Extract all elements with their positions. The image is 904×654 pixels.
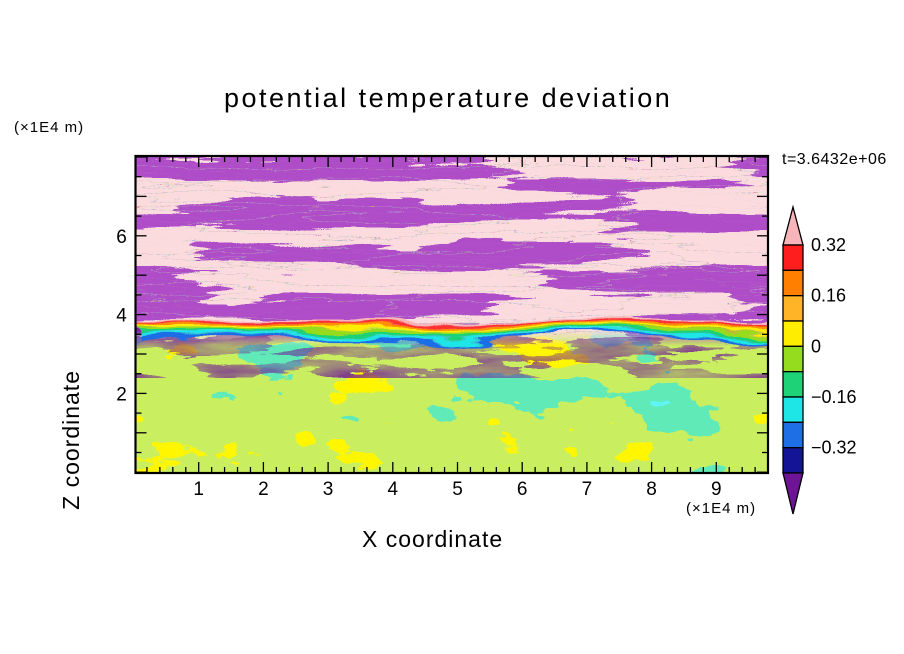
- svg-text:7: 7: [582, 479, 593, 500]
- svg-text:4: 4: [116, 306, 127, 327]
- svg-text:5: 5: [452, 479, 463, 500]
- svg-text:2: 2: [258, 479, 269, 500]
- svg-text:8: 8: [646, 479, 657, 500]
- svg-text:0.32: 0.32: [811, 235, 846, 255]
- svg-text:6: 6: [116, 227, 127, 248]
- svg-text:0.16: 0.16: [811, 286, 846, 306]
- svg-text:2: 2: [116, 384, 127, 405]
- svg-text:6: 6: [517, 479, 528, 500]
- svg-text:−0.32: −0.32: [811, 438, 857, 458]
- svg-text:4: 4: [388, 479, 399, 500]
- svg-text:9: 9: [711, 479, 722, 500]
- svg-text:0: 0: [811, 336, 821, 356]
- svg-text:−0.16: −0.16: [811, 387, 857, 407]
- svg-text:1: 1: [193, 479, 204, 500]
- svg-text:3: 3: [323, 479, 334, 500]
